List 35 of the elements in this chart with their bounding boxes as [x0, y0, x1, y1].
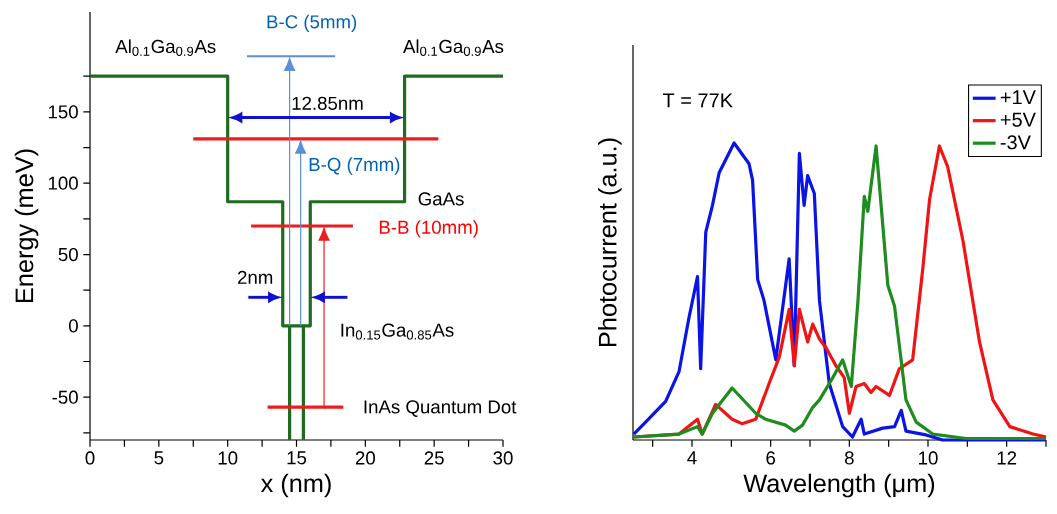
annotation: In$_{0.15}$Ga$_{0.85}$As: [341, 323, 454, 340]
y-tick-label: 150: [48, 105, 78, 119]
annotation: B-Q (7mm): [309, 157, 400, 175]
x-tick-label: 8: [844, 451, 854, 465]
x-tick-label: 6: [766, 451, 776, 465]
x-axis-title: Wavelength (μm): [743, 473, 935, 498]
x-tick-label: 10: [919, 451, 938, 465]
x-tick-label: 20: [355, 451, 375, 465]
x-tick-label: 10: [218, 451, 238, 465]
y-tick-label: 0: [68, 319, 78, 333]
x-tick-label: 0: [85, 451, 95, 465]
y-tick-label: 50: [58, 247, 78, 262]
legend-label: +1V: [1000, 90, 1036, 105]
text: T = 77K: [662, 93, 733, 108]
x-tick-label: 15: [287, 451, 307, 465]
y-tick-label: 100: [48, 176, 78, 190]
annotation: 12.85nm: [292, 96, 363, 110]
legend-label: +5V: [1000, 112, 1036, 127]
y-axis-title: Photocurrent (a.u.): [598, 138, 622, 347]
annotation: B-B (10mm): [379, 220, 478, 238]
annotation: GaAs: [418, 192, 464, 206]
annotation: Al$_{0.1}$Ga$_{0.9}$As: [403, 39, 504, 56]
x-tick-label: 12: [997, 451, 1017, 465]
x-tick-label: 25: [424, 451, 444, 465]
x-tick-label: 30: [493, 451, 513, 465]
annotation: InAs Quantum Dot: [364, 400, 517, 417]
annotation: B-C (5mm): [267, 14, 357, 33]
x-tick-label: 5: [154, 451, 164, 465]
y-tick-label: -50: [52, 390, 78, 404]
legend-label: -3V: [1000, 135, 1031, 150]
x-tick-label: 4: [687, 451, 697, 465]
annotation: Al$_{0.1}$Ga$_{0.9}$As: [115, 39, 216, 56]
x-axis-title: x (nm): [260, 473, 331, 498]
y-axis-title: Energy (meV): [14, 149, 39, 303]
annotation: 2nm: [237, 270, 273, 284]
